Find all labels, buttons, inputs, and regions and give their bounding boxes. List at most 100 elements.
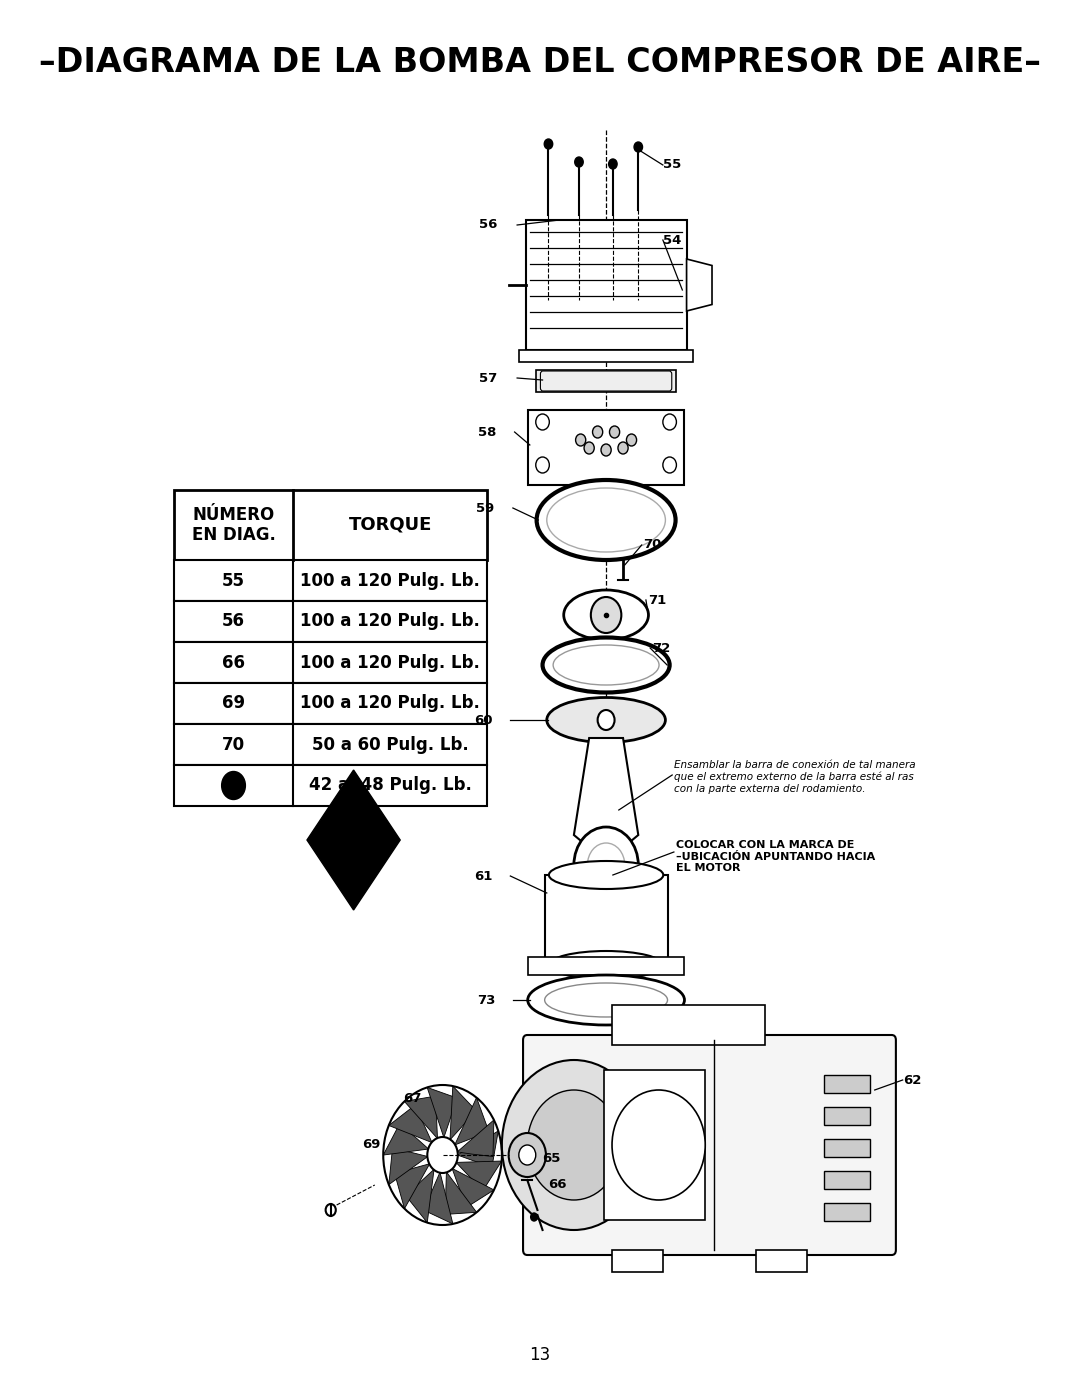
- Circle shape: [663, 457, 676, 474]
- Polygon shape: [428, 1088, 457, 1138]
- Text: 57: 57: [480, 371, 497, 385]
- Text: 73: 73: [477, 993, 496, 1007]
- Bar: [756, 1250, 807, 1272]
- Circle shape: [573, 826, 638, 903]
- FancyBboxPatch shape: [540, 371, 672, 390]
- Polygon shape: [687, 258, 712, 311]
- Text: 65: 65: [542, 1151, 561, 1164]
- Polygon shape: [389, 1106, 432, 1143]
- Text: 13: 13: [529, 1346, 551, 1364]
- Polygon shape: [406, 1170, 434, 1222]
- Circle shape: [536, 414, 550, 431]
- Text: 70: 70: [644, 539, 662, 551]
- Polygon shape: [395, 1164, 430, 1208]
- Text: Ensamblar la barra de conexión de tal manera
que el extremo externo de la barra : Ensamblar la barra de conexión de tal ma…: [674, 760, 916, 793]
- Polygon shape: [404, 1096, 437, 1139]
- Ellipse shape: [553, 644, 659, 685]
- Bar: [604, 1070, 705, 1220]
- Text: 54: 54: [663, 233, 681, 246]
- Text: 100 a 120 Pulg. Lb.: 100 a 120 Pulg. Lb.: [300, 694, 481, 713]
- Circle shape: [527, 1090, 621, 1200]
- Circle shape: [600, 444, 611, 456]
- Polygon shape: [446, 1172, 476, 1214]
- Circle shape: [509, 1133, 545, 1176]
- Circle shape: [609, 426, 620, 438]
- Polygon shape: [456, 1161, 501, 1190]
- Ellipse shape: [549, 861, 663, 889]
- Circle shape: [634, 142, 643, 151]
- Polygon shape: [383, 1124, 429, 1156]
- Bar: [824, 1171, 870, 1189]
- Text: 50 a 60 Pulg. Lb.: 50 a 60 Pulg. Lb.: [312, 736, 469, 753]
- Text: 66: 66: [549, 1178, 567, 1192]
- Text: 69: 69: [362, 1139, 380, 1151]
- Polygon shape: [457, 1120, 494, 1157]
- Circle shape: [576, 433, 585, 446]
- Text: COLOCAR CON LA MARCA DE
–UBICACIÓN APUNTANDO HACIA
EL MOTOR: COLOCAR CON LA MARCA DE –UBICACIÓN APUNT…: [676, 840, 875, 874]
- Circle shape: [663, 414, 676, 431]
- Bar: [824, 1203, 870, 1221]
- Text: NÚMERO
EN DIAG.: NÚMERO EN DIAG.: [191, 506, 275, 544]
- Circle shape: [612, 1090, 705, 1200]
- Text: 58: 58: [478, 425, 497, 439]
- Ellipse shape: [546, 697, 665, 743]
- Bar: [528, 410, 685, 485]
- Bar: [174, 560, 487, 601]
- Bar: [526, 219, 687, 350]
- Bar: [518, 350, 693, 363]
- Bar: [536, 369, 676, 392]
- Bar: [544, 875, 667, 965]
- Bar: [824, 1139, 870, 1157]
- Text: 66: 66: [222, 653, 245, 671]
- Bar: [174, 490, 487, 560]
- Circle shape: [428, 1138, 458, 1172]
- Text: TORQUE: TORQUE: [349, 515, 432, 533]
- Bar: [174, 683, 487, 724]
- Bar: [174, 601, 487, 642]
- Bar: [174, 724, 487, 765]
- Text: 67: 67: [403, 1092, 421, 1104]
- Text: 62: 62: [903, 1074, 921, 1086]
- Bar: [612, 1250, 663, 1272]
- Circle shape: [618, 442, 629, 454]
- Ellipse shape: [537, 481, 676, 560]
- Text: 71: 71: [648, 593, 666, 607]
- Polygon shape: [389, 1149, 428, 1185]
- Polygon shape: [458, 1131, 498, 1167]
- Text: 72: 72: [652, 642, 670, 654]
- Circle shape: [518, 1145, 536, 1165]
- Circle shape: [544, 139, 553, 149]
- Circle shape: [588, 843, 624, 888]
- Text: 70: 70: [222, 736, 245, 753]
- Text: 55: 55: [222, 571, 245, 589]
- Circle shape: [593, 426, 603, 438]
- Circle shape: [609, 158, 617, 169]
- Text: 100 a 120 Pulg. Lb.: 100 a 120 Pulg. Lb.: [300, 571, 481, 589]
- Circle shape: [326, 1204, 336, 1215]
- Circle shape: [536, 457, 550, 474]
- Text: 100 a 120 Pulg. Lb.: 100 a 120 Pulg. Lb.: [300, 613, 481, 631]
- Bar: [174, 765, 487, 806]
- Ellipse shape: [544, 983, 667, 1017]
- Bar: [528, 957, 685, 975]
- Text: 60: 60: [474, 714, 492, 726]
- Ellipse shape: [549, 951, 663, 979]
- Circle shape: [575, 157, 583, 167]
- Polygon shape: [307, 770, 401, 910]
- Ellipse shape: [546, 488, 665, 551]
- Text: 61: 61: [474, 870, 492, 882]
- Circle shape: [502, 1060, 646, 1231]
- Text: 59: 59: [476, 501, 495, 514]
- Text: –DIAGRAMA DE LA BOMBA DEL COMPRESOR DE AIRE–: –DIAGRAMA DE LA BOMBA DEL COMPRESOR DE A…: [39, 46, 1041, 79]
- Ellipse shape: [564, 590, 648, 640]
- Text: 69: 69: [222, 694, 245, 713]
- Circle shape: [597, 710, 615, 731]
- Bar: [174, 642, 487, 683]
- Text: 55: 55: [663, 158, 681, 171]
- Text: 56: 56: [480, 218, 498, 232]
- Circle shape: [626, 433, 636, 446]
- Ellipse shape: [542, 638, 670, 693]
- FancyBboxPatch shape: [523, 1035, 896, 1256]
- Bar: [824, 1107, 870, 1125]
- Circle shape: [221, 771, 245, 800]
